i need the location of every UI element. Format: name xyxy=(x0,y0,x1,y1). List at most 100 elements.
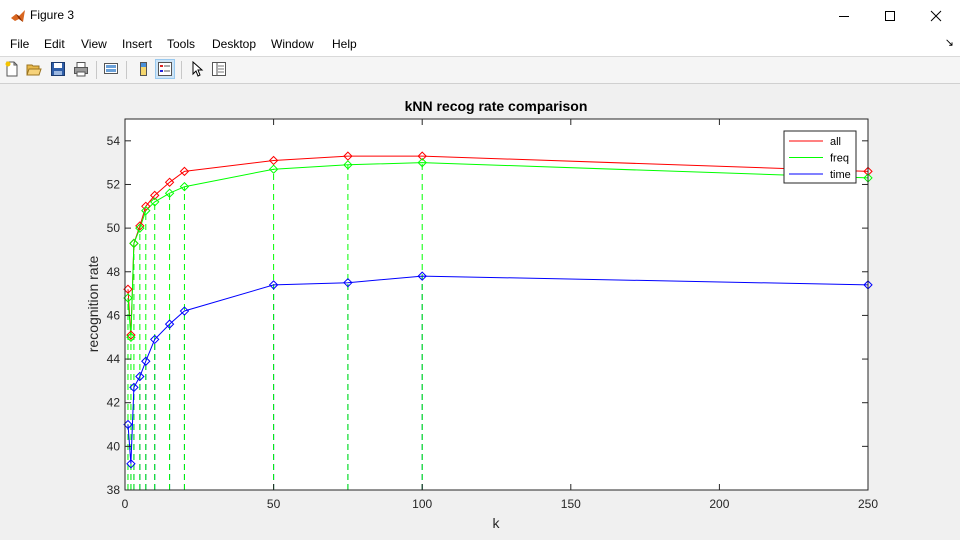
marker-freq xyxy=(164,188,175,198)
marker-time xyxy=(343,277,353,288)
marker-all xyxy=(179,166,190,177)
x-tick-label: 0 xyxy=(122,497,129,511)
marker-freq xyxy=(129,238,139,249)
minimize-icon xyxy=(839,16,849,17)
x-tick-label: 200 xyxy=(709,497,729,511)
property-inspector-button[interactable] xyxy=(209,59,229,79)
dock-figure-icon[interactable]: ↘ xyxy=(944,37,954,49)
legend-button[interactable] xyxy=(155,59,175,79)
y-tick-label: 38 xyxy=(107,483,121,497)
x-tick-label: 150 xyxy=(561,497,581,511)
figure-canvas: 0 50 100 150 200 250 38 40 42 44 46 48 50 52 54 kNN re… xyxy=(0,84,960,540)
axis-ticks: 0 50 100 150 200 250 38 40 42 44 46 48 50 52 54 xyxy=(107,119,878,511)
marker-all xyxy=(417,151,427,161)
property-inspector-icon xyxy=(212,62,226,76)
y-tick-label: 54 xyxy=(107,134,121,148)
marker-time xyxy=(179,306,190,316)
print-icon xyxy=(74,62,88,77)
marker-time xyxy=(129,382,139,393)
marker-time xyxy=(268,280,279,290)
window-title: Figure 3 xyxy=(30,8,75,22)
y-axis-label: recognition rate xyxy=(85,256,101,353)
marker-freq xyxy=(179,181,190,192)
marker-freq xyxy=(135,223,145,233)
menu-insert[interactable]: Insert xyxy=(122,37,153,51)
menu-window[interactable]: Window xyxy=(271,37,314,51)
menu-edit[interactable]: Edit xyxy=(44,37,65,51)
y-tick-label: 48 xyxy=(107,265,121,279)
toolbar xyxy=(0,57,960,84)
new-figure-button[interactable] xyxy=(2,59,22,79)
x-tick-label: 50 xyxy=(267,497,281,511)
legend-label-time: time xyxy=(830,169,851,181)
x-tick-label: 250 xyxy=(858,497,878,511)
legend-label-freq: freq xyxy=(830,153,849,165)
menu-bar: File Edit View Insert Tools Desktop Wind… xyxy=(0,32,960,57)
y-tick-label: 52 xyxy=(107,177,121,191)
menu-desktop[interactable]: Desktop xyxy=(212,37,257,51)
colorbar-button[interactable] xyxy=(133,59,153,79)
y-tick-label: 40 xyxy=(107,439,121,453)
marker-time xyxy=(150,334,160,345)
chart-title: kNN recog rate comparison xyxy=(405,98,588,114)
axes-box xyxy=(124,118,869,491)
print-button[interactable] xyxy=(71,59,91,79)
series-lines xyxy=(127,155,869,464)
marker-all xyxy=(141,201,151,212)
maximize-button[interactable] xyxy=(867,0,913,32)
marker-time xyxy=(141,356,151,366)
marker-all xyxy=(164,177,175,187)
menu-view[interactable]: View xyxy=(81,37,107,51)
marker-time xyxy=(126,459,136,469)
y-tick-label: 42 xyxy=(107,396,121,410)
line-chart: 0 50 100 150 200 250 38 40 42 44 46 48 50 52 54 kNN re… xyxy=(85,98,878,531)
legend-label-all: all xyxy=(830,136,841,148)
save-icon xyxy=(51,62,65,76)
marker-freq xyxy=(126,332,136,342)
toolbar-separator xyxy=(126,61,127,79)
open-file-icon xyxy=(26,64,42,76)
marker-all xyxy=(126,330,136,340)
marker-freq xyxy=(150,197,160,207)
series-line-time xyxy=(127,275,869,464)
link-plot-icon xyxy=(104,63,118,74)
new-figure-icon xyxy=(5,61,18,77)
stem-lines xyxy=(127,162,869,490)
y-tick-label: 44 xyxy=(107,352,121,366)
edit-plot-button[interactable] xyxy=(187,59,207,79)
plot-area xyxy=(125,119,868,490)
edit-plot-icon xyxy=(192,61,204,77)
legend-icon xyxy=(158,62,172,76)
marker-freq xyxy=(268,164,279,174)
marker-all xyxy=(268,155,279,166)
marker-time xyxy=(164,319,175,329)
marker-freq xyxy=(343,160,353,170)
marker-all xyxy=(150,190,160,201)
x-tick-label: 100 xyxy=(412,497,432,511)
save-button[interactable] xyxy=(48,59,68,79)
y-tick-label: 50 xyxy=(107,221,121,235)
menu-file[interactable]: File xyxy=(10,37,30,51)
menu-help[interactable]: Help xyxy=(332,37,357,51)
open-file-button[interactable] xyxy=(24,59,44,79)
toolbar-separator xyxy=(181,61,182,79)
menu-tools[interactable]: Tools xyxy=(167,37,196,51)
marker-all xyxy=(135,221,145,231)
toolbar-separator xyxy=(96,61,97,79)
series-markers xyxy=(123,151,873,469)
legend[interactable]: all freq time xyxy=(783,130,857,184)
marker-time xyxy=(417,271,427,281)
marker-freq xyxy=(141,205,151,216)
marker-time xyxy=(135,371,145,382)
close-icon xyxy=(930,10,942,22)
series-line-freq xyxy=(127,162,869,338)
minimize-button[interactable] xyxy=(821,0,867,32)
colorbar-icon xyxy=(140,62,147,76)
x-axis-label: k xyxy=(493,515,501,531)
close-button[interactable] xyxy=(913,0,959,32)
maximize-icon xyxy=(885,11,895,21)
y-tick-label: 46 xyxy=(107,308,121,322)
link-plot-button[interactable] xyxy=(101,59,121,79)
matlab-app-icon xyxy=(11,10,25,22)
marker-all xyxy=(343,151,353,161)
